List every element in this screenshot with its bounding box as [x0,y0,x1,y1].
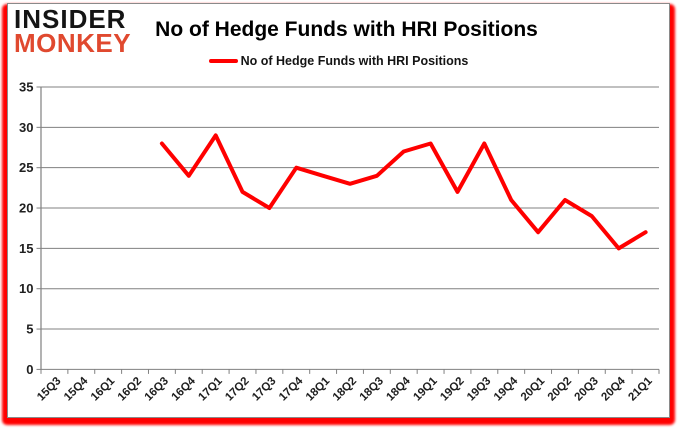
data-line [159,133,648,251]
x-axis-label: 18Q2 [331,375,359,403]
x-axis-label: 19Q1 [411,375,440,404]
x-axis-label: 16Q1 [89,375,118,404]
legend-line-icon [208,58,238,64]
x-axis-label: 18Q3 [358,375,386,403]
y-axis-label: 20 [19,201,33,216]
legend-series-label: No of Hedge Funds with HRI Positions [240,54,469,68]
logo-text-monkey: MONKEY [14,27,132,58]
x-axis-label: 19Q4 [492,375,521,404]
x-axis-label: 18Q4 [384,375,413,404]
insider-monkey-logo: INSIDER MONKEY [14,4,132,58]
x-axis-label: 15Q4 [62,375,91,404]
x-axis-label: 16Q2 [116,375,144,403]
chart-legend: No of Hedge Funds with HRI Positions [8,54,669,68]
x-axis-label: 17Q3 [250,375,278,403]
logo-text-insider: INSIDER [14,4,127,34]
x-axis-label: 20Q3 [573,375,601,403]
y-axis-label: 5 [26,322,33,337]
x-axis-label: 19Q3 [465,375,493,403]
x-axis-label: 17Q2 [223,375,251,403]
y-axis-label: 0 [26,362,33,377]
x-axis-label: 17Q1 [196,375,225,404]
y-axis-label: 35 [19,80,33,95]
x-axis-label: 20Q4 [599,375,628,404]
x-axis-label: 21Q1 [626,375,655,404]
y-axis-label: 10 [19,281,33,296]
x-axis-label: 18Q1 [304,375,333,404]
chart-title: No of Hedge Funds with HRI Positions [155,18,538,41]
x-axis-label: 16Q4 [170,375,199,404]
x-axis-label: 19Q2 [438,375,466,403]
x-axis-label: 15Q3 [35,375,63,403]
x-axis-label: 20Q2 [546,375,574,403]
x-axis-label: 20Q1 [519,375,548,404]
y-axis-label: 25 [19,160,33,175]
x-axis-label: 16Q3 [143,375,171,403]
x-axis-label: 17Q4 [277,375,306,404]
y-axis-label: 15 [19,241,33,256]
y-axis-label: 30 [19,120,33,135]
chart-card: INSIDER MONKEY No of Hedge Funds with HR… [7,3,670,418]
